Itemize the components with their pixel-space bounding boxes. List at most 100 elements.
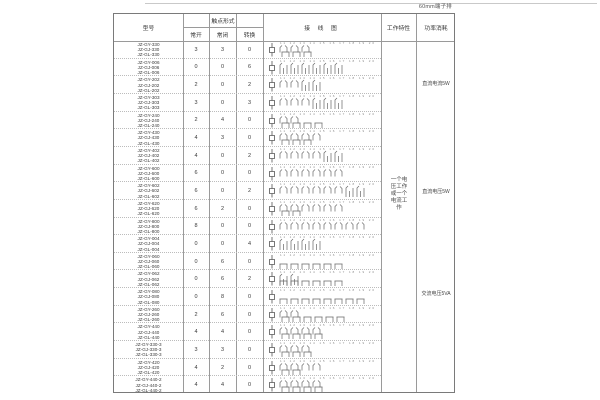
no-count-cell: 4 — [194, 364, 198, 371]
nc-count-cell: 3 — [220, 346, 225, 353]
nc-count-cell: 0 — [220, 240, 225, 247]
table-row: JZ-GY-062 JZ-GJ-062 JZ-GL-062 0 6 2 11 12 13… — [114, 269, 454, 288]
wiring-diagram: 11 12 13 14 15 16 17 18 19 20 — [269, 218, 374, 233]
co-count-cell: 0 — [247, 135, 252, 142]
wiring-diagram: 11 12 13 14 15 16 17 18 19 20 — [269, 147, 374, 163]
table-row: JZ-GY-440 JZ-GJ-440 JZ-GL-440 4 4 0 11 12 13… — [114, 322, 454, 341]
nc-count-cell: 3 — [220, 46, 225, 53]
no-count-cell: 4 — [194, 329, 198, 336]
nc-count-cell: 8 — [220, 293, 225, 300]
wiring-diagram: 11 12 13 14 15 16 17 18 19 20 — [269, 271, 374, 287]
co-count-cell: 0 — [247, 46, 252, 53]
header-power-consumption: 功率消耗 — [424, 26, 448, 32]
table-row: JZ-GY-440-2 JZ-GJ-440-2 JZ-GL-440-2 4 4 0 11… — [114, 375, 454, 394]
co-count-cell: 2 — [247, 188, 252, 194]
no-count-cell: 0 — [194, 276, 198, 283]
wiring-diagram: 11 12 13 14 15 16 17 18 19 20 — [269, 200, 374, 216]
row-separator — [114, 269, 381, 271]
grid-line — [209, 14, 210, 392]
row-separator — [114, 75, 381, 77]
no-count-cell: 2 — [194, 117, 198, 124]
header-contact-co: 转换 — [243, 32, 256, 39]
table-row: JZ-GY-402 JZ-GJ-402 JZ-GL-402 4 0 2 11 12 13… — [114, 145, 454, 165]
grid-line — [183, 14, 184, 392]
table-row: JZ-GY-006 JZ-GJ-006 JZ-GL-006 0 0 6 11 12 13… — [114, 57, 454, 77]
co-count-cell: 0 — [247, 364, 252, 371]
no-count-cell: 8 — [194, 223, 198, 230]
svg-text:11 12 13 14 15 16 17 18 19 20: 11 12 13 14 15 16 17 18 19 20 — [280, 341, 374, 345]
model-cell: JZ-GY-600 JZ-GJ-600 JZ-GL-600 — [137, 165, 160, 181]
svg-text:11 12 13 14 15 16 17 18 19 20: 11 12 13 14 15 16 17 18 19 20 — [280, 182, 374, 186]
wiring-diagram: 11 12 13 14 15 16 17 18 19 20 — [269, 253, 374, 269]
top-rule — [145, 3, 597, 4]
header-contact-no: 常开 — [190, 32, 202, 39]
svg-text:11 12 13 14 15 16 17 18 19 20: 11 12 13 14 15 16 17 18 19 20 — [280, 112, 374, 116]
no-count-cell: 0 — [194, 64, 198, 71]
model-cell: JZ-GY-330-3 JZ-GJ-330-3 JZ-GL-330-3 — [135, 342, 162, 358]
spec-table: 型号 触点形式 常开 常闭 转换 接 线 图 工作特性 功率消耗 一个电压工作或… — [113, 13, 455, 393]
co-count-cell: 0 — [247, 117, 252, 124]
table-row: JZ-GY-240 JZ-GJ-240 JZ-GL-240 2 4 0 11 12 13… — [114, 110, 454, 130]
table-row: JZ-GY-004 JZ-GJ-004 JZ-GL-004 0 0 4 11 12 13… — [114, 234, 454, 253]
wiring-diagram: 11 12 13 14 15 16 17 18 19 20 — [269, 288, 374, 305]
table-row: JZ-GY-260 JZ-GJ-260 JZ-GL-260 2 6 0 11 12 13… — [114, 304, 454, 324]
power-label-ac-voltage: 交流电压5VA — [421, 291, 451, 297]
wiring-diagram: 11 12 13 14 15 16 17 18 19 20 — [269, 235, 374, 251]
power-label-dc-voltage: 直流电压5W — [422, 189, 450, 195]
row-separator — [114, 251, 381, 253]
model-cell: JZ-GY-260 JZ-GJ-260 JZ-GL-260 — [137, 306, 160, 323]
grid-line — [263, 14, 264, 392]
no-count-cell: 4 — [194, 152, 198, 159]
no-count-cell: 0 — [194, 293, 198, 300]
no-count-cell: 0 — [194, 258, 198, 265]
svg-text:11 12 13 14 15 16 17 18 19 20: 11 12 13 14 15 16 17 18 19 20 — [280, 41, 374, 45]
terminal-strip-label: 60mm端子排 — [418, 4, 452, 10]
row-separator — [114, 340, 381, 342]
no-count-cell: 2 — [194, 82, 198, 89]
model-cell: JZ-GY-006 JZ-GJ-006 JZ-GL-006 — [137, 59, 160, 76]
nc-count-cell: 3 — [220, 135, 225, 142]
co-count-cell: 2 — [247, 152, 252, 159]
row-separator — [114, 92, 381, 94]
model-cell: JZ-GY-240 JZ-GJ-240 JZ-GL-240 — [137, 112, 160, 129]
working-characteristics-note: 一个电压工作或一个电流工作 — [390, 177, 408, 211]
no-count-cell: 2 — [194, 311, 198, 318]
model-cell: JZ-GY-420 JZ-GJ-420 JZ-GL-420 — [137, 359, 160, 376]
co-count-cell: 0 — [247, 205, 252, 212]
row-separator — [114, 216, 381, 218]
wiring-diagram: 11 12 13 14 15 16 17 18 19 20 — [269, 129, 374, 146]
no-count-cell: 0 — [194, 240, 198, 247]
nc-count-cell: 0 — [220, 188, 225, 194]
svg-text:11 12 13 14 15 16 17 18 19 20: 11 12 13 14 15 16 17 18 19 20 — [280, 76, 374, 80]
row-separator — [114, 287, 381, 289]
nc-count-cell: 0 — [220, 223, 225, 230]
nc-count-cell: 6 — [220, 258, 225, 265]
row-separator — [114, 57, 381, 59]
wiring-diagram: 11 12 13 14 15 16 17 18 19 20 — [269, 341, 374, 358]
nc-count-cell: 2 — [220, 364, 225, 371]
co-count-cell: 0 — [247, 346, 252, 353]
svg-text:11 12 13 14 15 16 17 18 19 20: 11 12 13 14 15 16 17 18 19 20 — [280, 200, 374, 204]
wiring-diagram: 11 12 13 14 15 16 17 18 19 20 — [269, 41, 374, 57]
nc-count-cell: 4 — [220, 382, 225, 389]
wiring-diagram: 11 12 13 14 15 16 17 18 19 20 — [269, 377, 374, 393]
svg-text:11 12 13 14 15 16 17 18 19 20: 11 12 13 14 15 16 17 18 19 20 — [280, 359, 374, 363]
nc-count-cell: 6 — [220, 276, 225, 283]
no-count-cell: 3 — [194, 46, 198, 53]
co-count-cell: 0 — [247, 293, 252, 300]
header-working-characteristics: 工作特性 — [386, 26, 411, 32]
row-separator — [114, 128, 381, 130]
wiring-diagram: 11 12 13 14 15 16 17 18 19 20 — [269, 324, 374, 340]
wiring-diagram: 11 12 13 14 15 16 17 18 19 20 — [269, 182, 374, 198]
model-cell: JZ-GY-303 JZ-GJ-303 JZ-GL-303 — [137, 94, 160, 111]
svg-text:11 12 13 14 15 16 17 18 19 20: 11 12 13 14 15 16 17 18 19 20 — [280, 94, 374, 98]
co-count-cell: 3 — [247, 99, 252, 106]
table-body: JZ-GY-330 JZ-GJ-330 JZ-GL-330 3 3 0 11 12 13… — [114, 41, 454, 394]
row-separator — [114, 357, 381, 359]
model-cell: JZ-GY-602 JZ-GJ-602 JZ-GL-602 — [137, 183, 160, 199]
row-separator — [114, 198, 381, 200]
row-separator — [114, 110, 381, 112]
svg-text:11 12 13 14 15 16 17 18 19 20: 11 12 13 14 15 16 17 18 19 20 — [280, 377, 374, 381]
nc-count-cell: 0 — [220, 152, 225, 159]
wiring-diagram: 11 12 13 14 15 16 17 18 19 20 — [269, 76, 374, 92]
